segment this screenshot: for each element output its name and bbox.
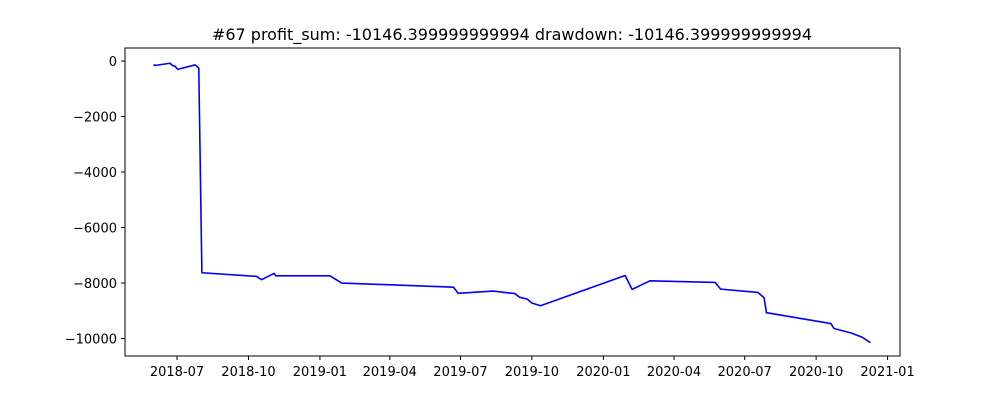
x-tick-label: 2019-04 [363, 365, 417, 380]
x-tick-label: 2020-07 [718, 365, 772, 380]
y-tick-label: 0 [109, 55, 117, 70]
y-tick-label: −10000 [65, 333, 117, 348]
x-axis: 2018-07 2018-10 2019-01 2019-04 2019-07 2019-… [150, 356, 915, 380]
y-tick-label: −4000 [73, 166, 117, 181]
y-tick-label: −6000 [73, 222, 117, 237]
x-tick-label: 2018-07 [150, 365, 204, 380]
x-tick-label: 2018-10 [221, 365, 275, 380]
series-line [153, 62, 871, 344]
y-axis: 0 −2000 −4000 −6000 −8000 −10000 [65, 55, 125, 348]
x-tick-label: 2021-01 [860, 365, 914, 380]
plot-area [124, 47, 901, 357]
x-tick-label: 2019-01 [293, 365, 347, 380]
x-tick-label: 2020-10 [789, 365, 843, 380]
y-tick-label: −2000 [73, 111, 117, 126]
series-layer [153, 62, 871, 344]
x-tick-label: 2019-10 [505, 365, 559, 380]
chart-title: #67 profit_sum: -10146.399999999994 draw… [212, 25, 812, 45]
x-tick-label: 2020-01 [576, 365, 630, 380]
x-tick-label: 2019-07 [433, 365, 487, 380]
x-tick-label: 2020-04 [647, 365, 701, 380]
y-tick-label: −8000 [73, 277, 117, 292]
